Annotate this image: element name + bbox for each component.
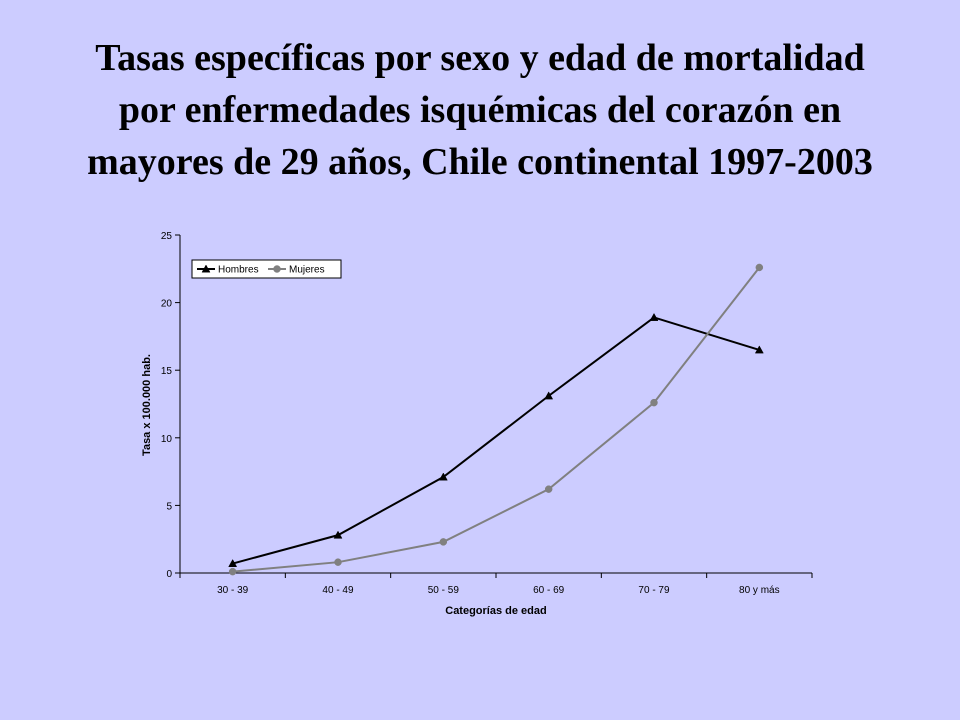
series-line bbox=[232, 316, 760, 565]
y-tick-label: 5 bbox=[166, 501, 172, 512]
data-point bbox=[438, 472, 448, 481]
slide-title: Tasas específicas por sexo y edad de mor… bbox=[40, 32, 920, 188]
data-point bbox=[228, 559, 238, 567]
y-tick-label: 25 bbox=[161, 231, 173, 242]
legend-marker bbox=[273, 265, 281, 273]
chart-series bbox=[228, 263, 764, 576]
chart-axis-labels: Categorías de edad Tasa x 100.000 hab. bbox=[141, 354, 547, 617]
series-hombres bbox=[228, 312, 764, 567]
data-point bbox=[439, 538, 448, 546]
x-tick-label: 40 - 49 bbox=[322, 585, 354, 596]
data-point bbox=[333, 530, 343, 539]
data-point bbox=[755, 263, 764, 272]
data-point bbox=[544, 485, 553, 493]
x-axis-label: Categorías de edad bbox=[445, 605, 546, 617]
series-line bbox=[232, 266, 761, 573]
data-point bbox=[228, 567, 237, 576]
y-tick-label: 20 bbox=[161, 299, 173, 310]
legend-box bbox=[191, 259, 342, 279]
series-mujeres bbox=[228, 263, 764, 576]
data-point bbox=[334, 558, 342, 566]
x-tick-label: 70 - 79 bbox=[638, 585, 670, 596]
chart-axes bbox=[179, 235, 812, 574]
y-tick-label: 10 bbox=[161, 434, 173, 445]
x-tick-label: 30 - 39 bbox=[217, 585, 249, 596]
y-axis-label: Tasa x 100.000 hab. bbox=[141, 354, 153, 456]
slide-title-line-1: Tasas específicas por sexo y edad de mor… bbox=[95, 37, 865, 79]
x-tick-label: 50 - 59 bbox=[428, 585, 460, 596]
data-point bbox=[649, 312, 659, 321]
data-point bbox=[754, 345, 764, 354]
y-tick-label: 0 bbox=[166, 569, 172, 580]
x-tick-label: 80 y más bbox=[739, 585, 780, 596]
legend-label: Hombres bbox=[218, 265, 259, 276]
chart-ticks: 0 5 10 15 20 25 30 - 39 40 - 49 50 - 59 60 - 69 70… bbox=[161, 231, 813, 596]
slide-title-line-3: mayores de 29 años, Chile continental 19… bbox=[87, 141, 873, 183]
y-tick-label: 15 bbox=[161, 366, 173, 377]
data-point bbox=[650, 398, 658, 407]
legend-marker bbox=[201, 264, 211, 273]
chart-legend: Hombres Mujeres bbox=[191, 259, 342, 279]
slide-title-line-2: por enfermedades isquémicas del corazón … bbox=[118, 89, 842, 131]
legend-label: Mujeres bbox=[289, 265, 325, 276]
x-tick-label: 60 - 69 bbox=[533, 585, 565, 596]
data-point bbox=[544, 391, 554, 400]
